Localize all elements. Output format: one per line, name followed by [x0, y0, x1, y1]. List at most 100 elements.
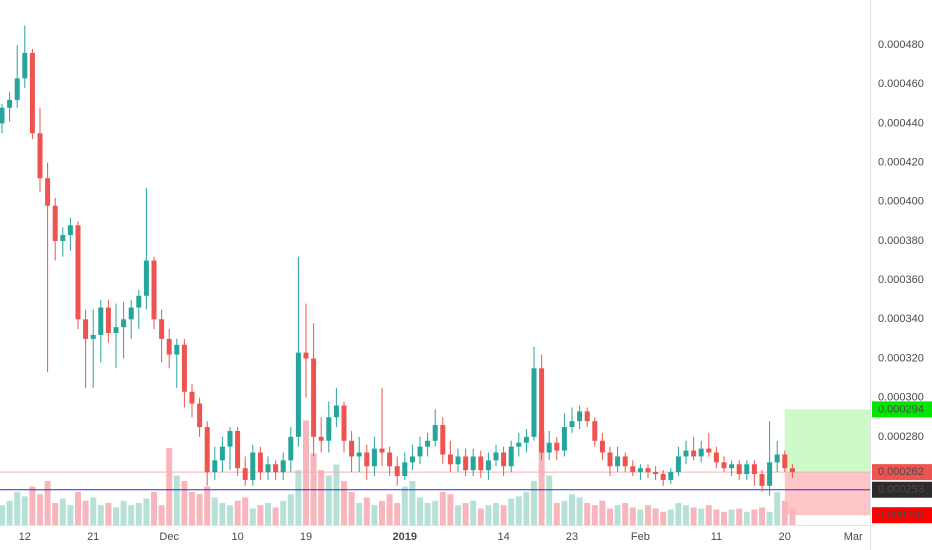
- candle-body: [333, 405, 339, 418]
- candle-body: [592, 421, 598, 441]
- volume-bar: [120, 500, 127, 525]
- candle-body: [67, 225, 73, 236]
- candle-body: [288, 436, 294, 461]
- candle-body: [242, 468, 248, 480]
- volume-bar: [721, 511, 727, 525]
- candle-body: [22, 52, 28, 79]
- candle-body: [303, 352, 309, 359]
- candle-body: [219, 446, 225, 461]
- volume-bar: [75, 492, 81, 525]
- candle-body: [159, 319, 165, 339]
- candle-body: [455, 456, 461, 465]
- volume-bar: [546, 475, 553, 525]
- candle-body: [653, 472, 659, 475]
- volume-bar: [325, 475, 332, 525]
- candle-body: [531, 368, 537, 437]
- candle-body: [90, 334, 96, 339]
- candle-body: [371, 448, 377, 467]
- volume-bar: [759, 507, 765, 525]
- volume-bar: [318, 470, 325, 525]
- candle-body: [235, 430, 241, 469]
- volume-bar: [128, 505, 135, 525]
- price-marker-label: 0.000262: [878, 466, 924, 478]
- position-stop-zone: [784, 472, 870, 516]
- y-tick-label: 0.000480: [878, 39, 924, 51]
- volume-bar: [477, 508, 484, 525]
- volume-bar: [394, 503, 401, 525]
- candle-body: [432, 425, 438, 441]
- candle-body: [113, 327, 119, 334]
- candle-body: [7, 99, 13, 108]
- volume-bar: [219, 503, 226, 525]
- volume-bar: [736, 508, 743, 525]
- volume-bar: [280, 500, 287, 525]
- volume-bar: [432, 500, 439, 525]
- volume-bar: [295, 470, 302, 525]
- volume-bar: [713, 509, 720, 525]
- volume-bar: [59, 498, 66, 525]
- volume-bar: [690, 507, 697, 525]
- candle-body: [767, 462, 773, 486]
- volume-bar: [789, 508, 796, 525]
- volume-bar: [29, 486, 36, 525]
- volume-bar: [561, 500, 568, 525]
- candle-body: [523, 436, 529, 443]
- volume-bar: [743, 511, 750, 525]
- volume-bar: [622, 503, 629, 525]
- candle-body: [554, 442, 560, 451]
- volume-bar: [249, 508, 256, 525]
- candle-body: [45, 178, 51, 206]
- volume-bar: [401, 486, 408, 525]
- candle-body: [683, 450, 689, 457]
- volume-bar: [14, 492, 21, 525]
- candle-body: [326, 417, 332, 441]
- candle-body: [698, 448, 704, 457]
- candle-body: [52, 205, 58, 241]
- volume-bar: [196, 494, 203, 525]
- volume-bar: [287, 494, 294, 525]
- volume-bar: [52, 503, 59, 525]
- candle-body: [402, 462, 408, 477]
- candle-body: [318, 436, 324, 441]
- candle-body: [341, 405, 347, 441]
- volume-bar: [493, 503, 499, 525]
- volume-bar: [667, 509, 674, 525]
- candle-body: [493, 452, 499, 461]
- volume-bar: [531, 481, 537, 525]
- volume-bar: [629, 507, 636, 525]
- volume-bar: [348, 492, 355, 525]
- candle-body: [425, 440, 431, 447]
- candle-body: [759, 474, 765, 486]
- candle-body: [417, 446, 423, 457]
- candle-body: [744, 464, 750, 475]
- candle-body: [569, 421, 575, 428]
- volume-bar: [37, 494, 43, 525]
- candle-body: [60, 235, 66, 241]
- price-marker-box: [872, 507, 932, 524]
- volume-bar: [0, 505, 5, 525]
- volume-bar: [607, 508, 613, 525]
- volume-bar: [515, 496, 522, 525]
- candle-body: [645, 468, 651, 473]
- volume-bar: [538, 431, 545, 525]
- volume-bar: [439, 492, 446, 525]
- volume-bar: [272, 507, 279, 525]
- volume-bar: [508, 498, 515, 525]
- y-tick-label: 0.000280: [878, 431, 924, 443]
- candle-body: [706, 448, 712, 453]
- candle-body: [166, 338, 172, 355]
- volume-bar: [705, 505, 712, 525]
- volume-bar: [227, 505, 233, 525]
- candle-body: [440, 425, 446, 455]
- candle-body: [508, 446, 514, 467]
- volume-bar: [97, 505, 104, 525]
- volume-bar: [424, 503, 431, 525]
- x-tick-label: 19: [300, 531, 312, 543]
- candle-body: [478, 456, 484, 471]
- volume-bar: [751, 509, 758, 525]
- volume-bar: [553, 503, 560, 525]
- volume-bar: [614, 505, 621, 525]
- volume-bar: [234, 500, 241, 525]
- volume-bar: [67, 505, 74, 525]
